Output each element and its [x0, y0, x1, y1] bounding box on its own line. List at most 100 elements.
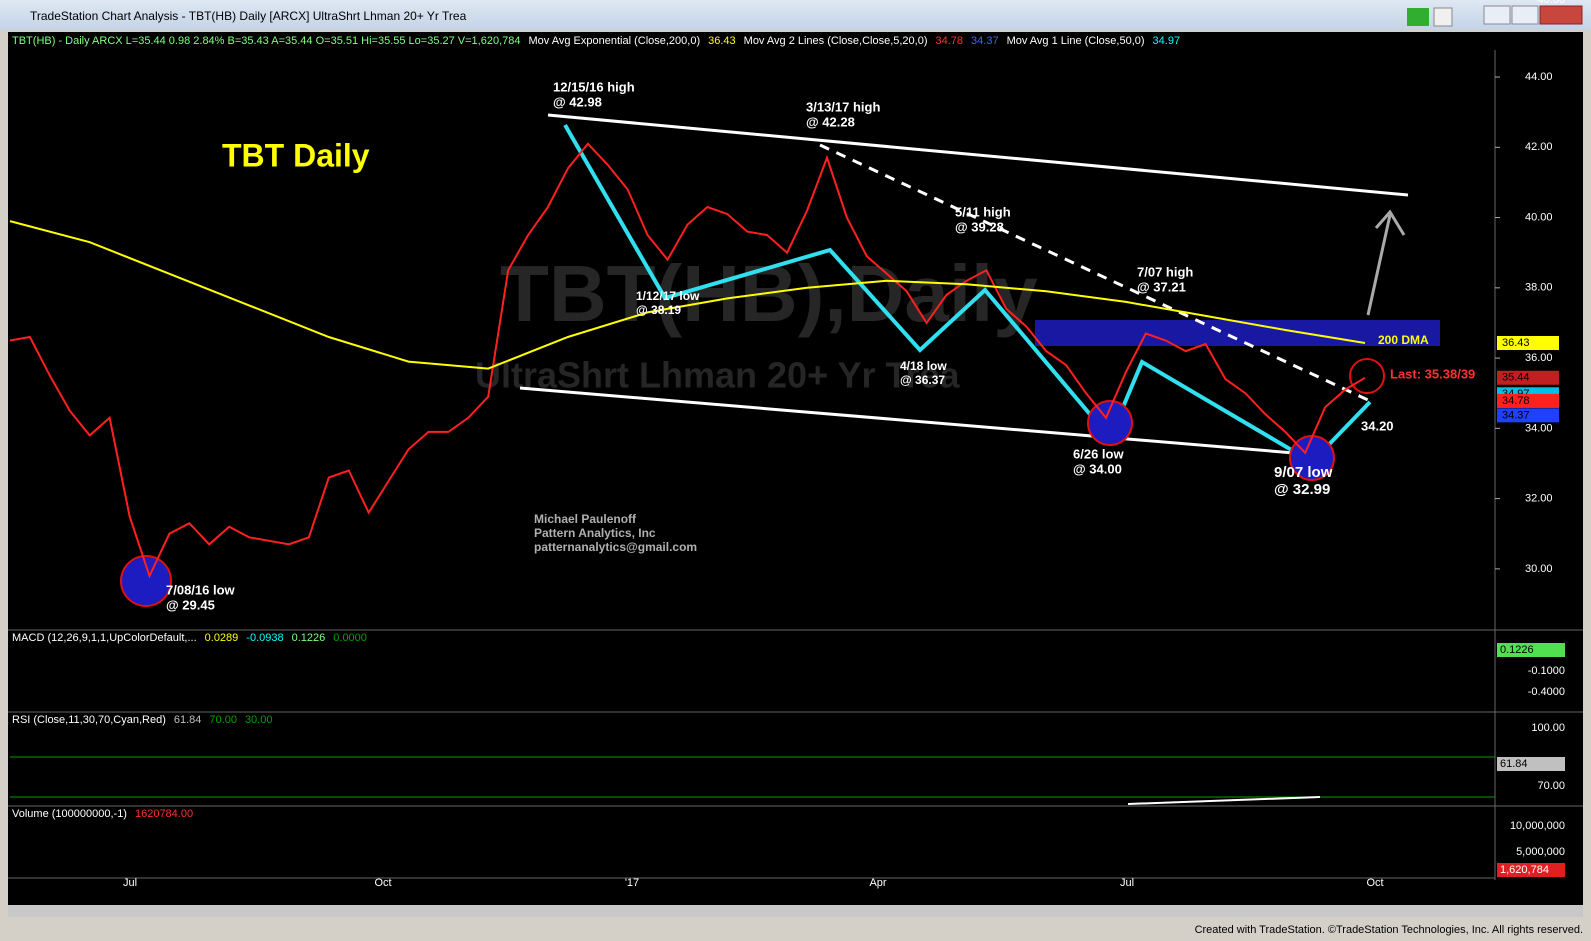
price-line [9, 142, 1366, 579]
price-badge-label: 35.44 [1502, 372, 1530, 384]
annotation: @ 37.21 [1137, 279, 1186, 294]
price-badge [1497, 370, 1559, 385]
annotation: 9/07 low [1274, 464, 1333, 481]
header-text: 30.00 [245, 714, 273, 726]
annotation: 5/11 high [955, 204, 1011, 219]
indicator-tick-label: 5,000,000 [1516, 846, 1565, 858]
indicator-tick-label: 70.00 [1537, 780, 1565, 792]
close-button[interactable] [1539, 5, 1583, 25]
annotation: @ 29.45 [166, 597, 215, 612]
annotation: @ 34.00 [1073, 461, 1122, 476]
minimize-button[interactable] [1483, 5, 1511, 25]
y-tick-label: 40.00 [1525, 211, 1553, 223]
annotation: 4/18 low [900, 359, 947, 373]
header-text: 0.0289 [205, 632, 239, 644]
indicator-tick-label: -0.4000 [1528, 686, 1565, 698]
window-title: TradeStation Chart Analysis - TBT(HB) Da… [30, 9, 467, 23]
header-text: 70.00 [209, 714, 237, 726]
annotation: 3/13/17 high [806, 99, 880, 114]
watermark: UltraShrt Lhman 20+ Yr Trea [475, 355, 961, 396]
indicator-badge-label: 0.1226 [1500, 644, 1534, 656]
header-text: 34.97 [1153, 35, 1181, 47]
header-text: 0.1226 [292, 632, 326, 644]
indicator-tick-label: 100.00 [1531, 722, 1565, 734]
upper-channel [547, 113, 1409, 197]
annotation: Michael Paulenoff [534, 512, 637, 526]
annotation: @ 36.37 [900, 373, 945, 387]
price-badge [1497, 408, 1559, 423]
y-tick-label: 42.00 [1525, 141, 1553, 153]
header-text: Mov Avg 2 Lines (Close,Close,5,20,0) [744, 35, 928, 47]
y-tick-label: 44.00 [1525, 71, 1553, 83]
annotation: 7/07 high [1137, 264, 1193, 279]
y-tick-label: 34.00 [1525, 422, 1553, 434]
low-circle [120, 555, 172, 607]
indicator-tick-label: 40.00 [1537, 0, 1565, 6]
y-tick-label: 30.00 [1525, 563, 1553, 575]
price-badge [1497, 335, 1559, 350]
header-text: 34.37 [971, 35, 999, 47]
header-text: TBT(HB) - Daily ARCX L=35.44 0.98 2.84% … [12, 35, 521, 47]
footer: Created with TradeStation. ©TradeStation… [1195, 924, 1583, 936]
indicator-badge-label: 1,620,784 [1500, 864, 1549, 876]
x-tick-label: Jul [123, 877, 137, 889]
header-text: Mov Avg Exponential (Close,200,0) [529, 35, 701, 47]
wave-pattern [563, 123, 1372, 465]
price-badge-label: 34.37 [1502, 409, 1530, 421]
header-text: 36.43 [708, 35, 736, 47]
lower-channel [519, 386, 1319, 457]
s-button[interactable] [1407, 8, 1429, 26]
price-badge-label: 36.43 [1502, 337, 1530, 349]
resistance-band [1035, 320, 1440, 346]
moving-average-line [9, 220, 1366, 370]
header-text: MACD (12,26,9,1,1,UpColorDefault,... [12, 632, 197, 644]
header-text: RSI (Close,11,30,70,Cyan,Red) [12, 714, 166, 726]
annotation: patternanalytics@gmail.com [534, 540, 697, 554]
annotation: @ 38.19 [636, 303, 681, 317]
y-tick-label: 32.00 [1525, 493, 1553, 505]
indicator-badge-label: 61.84 [1500, 758, 1528, 770]
indicator-tick-label: 10,000,000 [1510, 820, 1565, 832]
annotation: 12/15/16 high [553, 79, 635, 94]
annotation: 200 DMA [1378, 333, 1429, 347]
header-text: -0.0938 [246, 632, 283, 644]
x-tick-label: Apr [869, 877, 886, 889]
annotation: @ 32.99 [1274, 481, 1330, 498]
scrollbar[interactable] [8, 905, 1583, 917]
title-bar [0, 0, 1591, 30]
indicator-badge [1497, 643, 1565, 657]
menu-button[interactable] [1433, 7, 1453, 27]
annotation: @ 39.28 [955, 219, 1004, 234]
arrow-head [1374, 209, 1406, 236]
annotation: Pattern Analytics, Inc [534, 526, 656, 540]
y-tick-label: 38.00 [1525, 282, 1553, 294]
indicator-badge [1497, 757, 1565, 771]
low-circle [1087, 400, 1133, 446]
header-text: Mov Avg 1 Line (Close,50,0) [1007, 35, 1145, 47]
header-text: 1620784.00 [135, 808, 193, 820]
price-badge [1497, 393, 1559, 408]
header-text: 0.0000 [333, 632, 367, 644]
annotation: 34.20 [1361, 418, 1394, 433]
annotation: @ 42.28 [806, 114, 855, 129]
annotation: TBT Daily [222, 137, 370, 173]
annotation: 1/12/17 low [636, 289, 700, 303]
header-text: Volume (100000000,-1) [12, 808, 127, 820]
header-text: 34.78 [936, 35, 964, 47]
y-tick-label: 36.00 [1525, 352, 1553, 364]
rsi-trendline [1127, 796, 1321, 805]
annotation: @ 42.98 [553, 94, 602, 109]
x-tick-label: Oct [374, 877, 391, 889]
annotation: 6/26 low [1073, 446, 1124, 461]
maximize-button[interactable] [1511, 5, 1539, 25]
projection-arrow [1366, 214, 1392, 316]
price-badge-label: 34.78 [1502, 395, 1530, 407]
annotation: 7/08/16 low [166, 582, 236, 597]
last-circle [1349, 358, 1385, 394]
indicator-tick-label: -0.1000 [1528, 665, 1565, 677]
x-tick-label: Oct [1366, 877, 1383, 889]
x-tick-label: Jul [1120, 877, 1134, 889]
indicator-badge [1497, 863, 1565, 877]
